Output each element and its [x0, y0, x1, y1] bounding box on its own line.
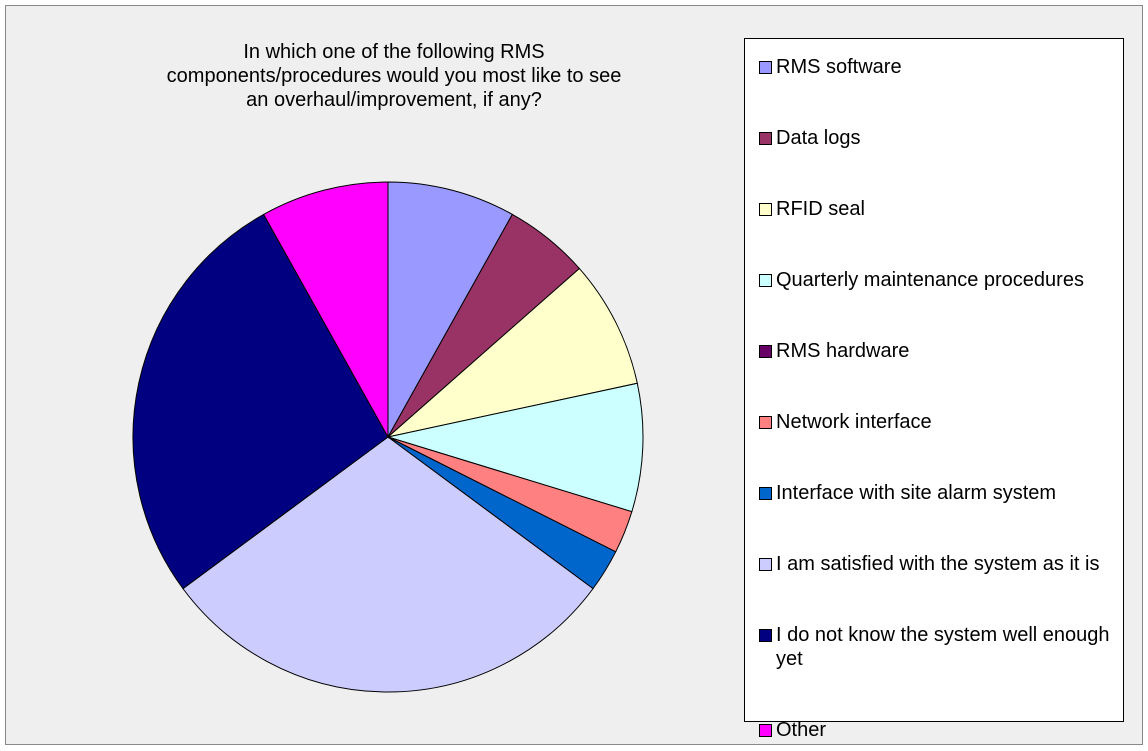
legend-swatch: [759, 274, 772, 287]
legend-item: Data logs: [759, 126, 1123, 150]
legend-label: Other: [776, 719, 827, 741]
legend-label: RMS hardware: [776, 340, 910, 362]
legend-item: Quarterly maintenance procedures: [759, 268, 1123, 292]
legend-item: RFID seal: [759, 197, 1123, 221]
legend-swatch: [759, 203, 772, 216]
pie-slice: [262, 181, 389, 439]
pie-slice: [386, 382, 644, 513]
legend-label: I do not know the system well enough yet: [776, 624, 1110, 670]
legend-label: Network interface: [776, 411, 932, 433]
legend-item: Network interface: [759, 410, 1123, 434]
legend-swatch: [759, 629, 772, 642]
legend-item: I do not know the system well enough yet: [759, 623, 1123, 671]
legend-swatch: [759, 132, 772, 145]
legend-label: Interface with site alarm system: [776, 482, 1057, 504]
pie-slice: [132, 213, 389, 590]
legend-label: Quarterly maintenance procedures: [776, 269, 1084, 291]
pie-slice: [386, 267, 638, 438]
legend-label: Data logs: [776, 127, 861, 149]
legend-swatch: [759, 61, 772, 74]
chart-title: In which one of the following RMS compon…: [166, 41, 622, 111]
pie-slice: [387, 181, 514, 439]
legend-label: RMS software: [776, 56, 902, 78]
chart-area: In which one of the following RMS compon…: [5, 5, 1143, 745]
legend-swatch: [759, 416, 772, 429]
legend-label: RFID seal: [776, 198, 865, 220]
legend-swatch: [759, 724, 772, 737]
legend-item: RMS software: [759, 55, 1123, 79]
legend-item: Other: [759, 718, 1123, 742]
legend-item: Interface with site alarm system: [759, 481, 1123, 505]
legend-label: I am satisfied with the system as it is: [776, 553, 1100, 575]
legend-swatch: [759, 345, 772, 358]
legend-item: RMS hardware: [759, 339, 1123, 363]
pie-slice: [182, 436, 594, 693]
legend-swatch: [759, 558, 772, 571]
legend-swatch: [759, 487, 772, 500]
legend-item: I am satisfied with the system as it is: [759, 552, 1123, 576]
legend: RMS software Data logs RFID seal Quarterly …: [744, 38, 1124, 741]
